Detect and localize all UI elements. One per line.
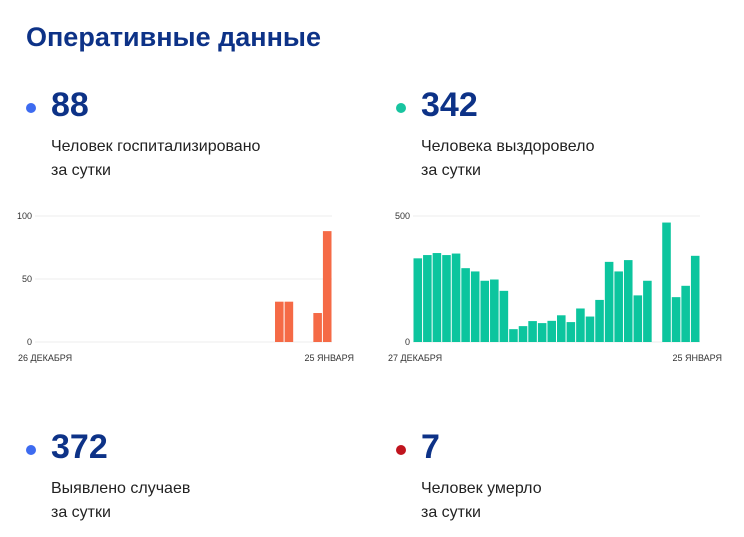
bar [442,255,451,342]
bar [451,253,461,342]
bar [423,255,432,342]
bar-chart-0: 0 50 100 26 ДЕКАБРЯ 25 ЯНВАРЯ [17,211,354,363]
bar [557,315,566,342]
bar [275,301,284,342]
bar [461,268,470,342]
bar [537,323,547,342]
stat-value: 372 [51,428,108,466]
stat-value: 88 [51,86,89,124]
y-tick-label: 0 [27,337,32,347]
stat-label-line2: за сутки [421,162,481,179]
page-title: Оперативные данные [26,22,321,52]
bar [413,258,423,342]
bar [509,329,518,342]
bar [313,313,322,342]
bar [432,253,442,342]
bar [518,326,528,342]
bar [604,261,614,342]
bar [595,299,604,342]
bar [470,271,480,342]
bar [576,308,585,342]
x-label-start: 27 ДЕКАБРЯ [388,353,442,363]
bar [490,279,499,342]
stat-label-line1: Выявлено случаев [51,480,191,497]
x-label-end: 25 ЯНВАРЯ [672,353,722,363]
x-label-start: 26 ДЕКАБРЯ [18,353,72,363]
stat-label: Человек госпитализировано за сутки [51,135,351,183]
bar [528,321,537,342]
stat-label: Выявлено случаев за сутки [51,477,351,525]
stat-value: 342 [421,86,478,124]
bar [322,231,332,342]
stat-label-line2: за сутки [421,504,481,521]
y-tick-label: 100 [17,211,32,221]
stat-label-line1: Человек госпитализировано [51,138,261,155]
red-dot-icon [396,445,406,455]
bar [623,260,633,342]
y-tick-label: 0 [405,337,410,347]
blue-dot-icon [26,103,36,113]
bar [662,222,671,342]
bar [547,320,556,342]
bar [690,255,700,342]
bar [633,295,643,342]
bar [480,280,490,342]
stat-label: Человека выздоровело за сутки [421,135,721,183]
bar [284,301,294,342]
stat-label-line2: за сутки [51,504,111,521]
y-tick-label: 50 [22,274,32,284]
bar [643,280,652,342]
stat-label-line1: Человека выздоровело [421,138,595,155]
stat-label-line1: Человек умерло [421,480,542,497]
bar [585,316,595,342]
stat-label: Человек умерло за сутки [421,477,721,525]
bar [499,290,509,342]
x-label-end: 25 ЯНВАРЯ [304,353,354,363]
y-tick-label: 500 [395,211,410,221]
bar [671,297,681,342]
green-dot-icon [396,103,406,113]
bar [614,271,623,342]
blue-dot-icon [26,445,36,455]
bar [681,285,690,342]
bar-chart-1: 0 500 27 ДЕКАБРЯ 25 ЯНВАРЯ [388,211,722,363]
bar [566,322,576,342]
stat-label-line2: за сутки [51,162,111,179]
stat-value: 7 [421,428,440,466]
